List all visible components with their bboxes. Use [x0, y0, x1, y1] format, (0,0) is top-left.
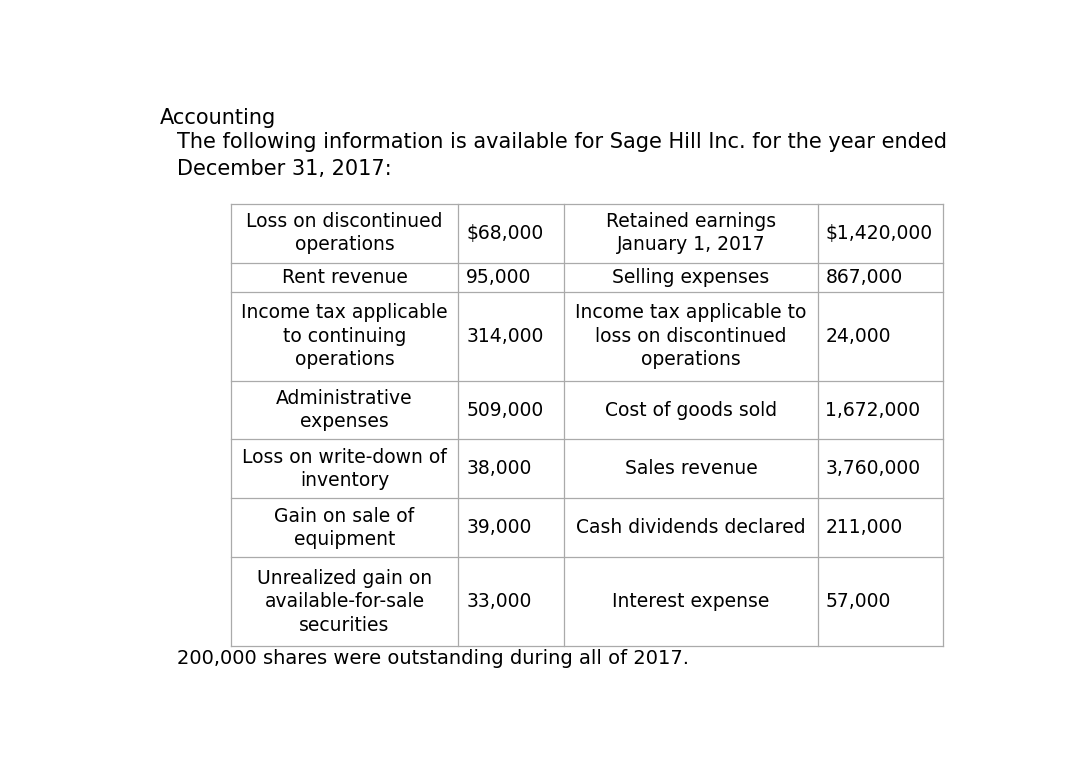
Text: 509,000: 509,000 — [467, 400, 543, 420]
Text: Sales revenue: Sales revenue — [624, 459, 757, 479]
Text: Retained earnings
January 1, 2017: Retained earnings January 1, 2017 — [606, 212, 777, 255]
Text: 200,000 shares were outstanding during all of 2017.: 200,000 shares were outstanding during a… — [177, 649, 689, 668]
Text: Loss on discontinued
operations: Loss on discontinued operations — [246, 212, 443, 255]
Text: Selling expenses: Selling expenses — [612, 268, 770, 287]
Text: Income tax applicable to
loss on discontinued
operations: Income tax applicable to loss on discont… — [576, 303, 807, 369]
FancyBboxPatch shape — [231, 203, 943, 646]
Text: Rent revenue: Rent revenue — [282, 268, 407, 287]
Text: 867,000: 867,000 — [825, 268, 903, 287]
Text: The following information is available for Sage Hill Inc. for the year ended
Dec: The following information is available f… — [177, 132, 947, 179]
Text: Interest expense: Interest expense — [612, 592, 770, 611]
Text: 1,672,000: 1,672,000 — [825, 400, 920, 420]
Text: $1,420,000: $1,420,000 — [825, 223, 932, 243]
Text: 38,000: 38,000 — [467, 459, 531, 479]
Text: Accounting: Accounting — [160, 108, 276, 128]
Text: $68,000: $68,000 — [467, 223, 543, 243]
Text: Cost of goods sold: Cost of goods sold — [605, 400, 777, 420]
Text: 314,000: 314,000 — [467, 327, 543, 346]
Text: Unrealized gain on
available-for-sale
securities: Unrealized gain on available-for-sale se… — [257, 569, 432, 635]
Text: 24,000: 24,000 — [825, 327, 891, 346]
Text: Income tax applicable
to continuing
operations: Income tax applicable to continuing oper… — [241, 303, 448, 369]
Text: Administrative
expenses: Administrative expenses — [276, 389, 413, 431]
Text: Cash dividends declared: Cash dividends declared — [576, 518, 806, 538]
Text: 39,000: 39,000 — [467, 518, 531, 538]
Text: 57,000: 57,000 — [825, 592, 891, 611]
Text: 211,000: 211,000 — [825, 518, 903, 538]
Text: 33,000: 33,000 — [467, 592, 531, 611]
Text: 95,000: 95,000 — [467, 268, 531, 287]
Text: 3,760,000: 3,760,000 — [825, 459, 920, 479]
Text: Gain on sale of
equipment: Gain on sale of equipment — [274, 507, 415, 549]
Text: Loss on write-down of
inventory: Loss on write-down of inventory — [242, 448, 447, 490]
